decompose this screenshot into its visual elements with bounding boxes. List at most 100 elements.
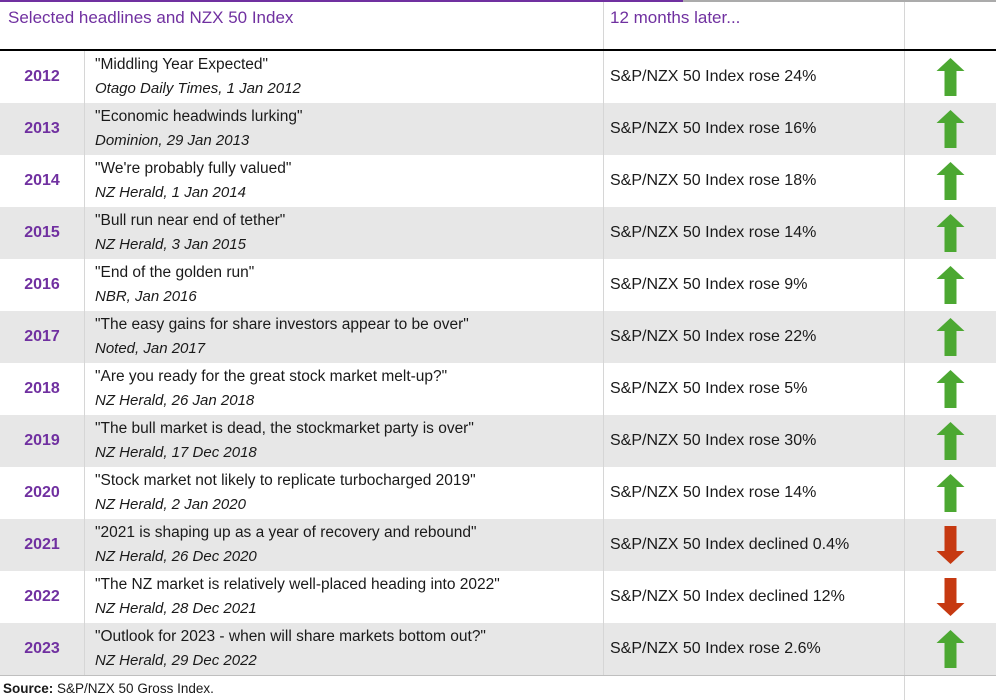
index-result: S&P/NZX 50 Index rose 9% xyxy=(604,259,905,311)
year-cell: 2016 xyxy=(0,259,85,311)
direction-arrow-cell xyxy=(905,155,996,207)
index-result: S&P/NZX 50 Index rose 2.6% xyxy=(604,623,905,675)
index-result: S&P/NZX 50 Index declined 12% xyxy=(604,571,905,623)
year-cell: 2017 xyxy=(0,311,85,363)
headline-cell: "2021 is shaping up as a year of recover… xyxy=(85,519,604,571)
headline-cell: "The NZ market is relatively well-placed… xyxy=(85,571,604,623)
top-border xyxy=(0,0,996,2)
headline-cell: "Bull run near end of tether" NZ Herald,… xyxy=(85,207,604,259)
index-result: S&P/NZX 50 Index rose 14% xyxy=(604,467,905,519)
year-cell: 2023 xyxy=(0,623,85,675)
direction-arrow-cell xyxy=(905,207,996,259)
headline-quote: "2021 is shaping up as a year of recover… xyxy=(95,524,477,541)
index-result: S&P/NZX 50 Index rose 22% xyxy=(604,311,905,363)
headline-source: NZ Herald, 29 Dec 2022 xyxy=(95,652,257,669)
direction-arrow-icon xyxy=(936,474,965,512)
header-cell-12-months-later: 12 months later... xyxy=(604,0,905,49)
direction-arrow-icon xyxy=(936,266,965,304)
headline-source: NZ Herald, 3 Jan 2015 xyxy=(95,236,246,253)
year-cell: 2012 xyxy=(0,51,85,103)
headline-source: NBR, Jan 2016 xyxy=(95,288,197,305)
headline-cell: "The bull market is dead, the stockmarke… xyxy=(85,415,604,467)
direction-arrow-cell xyxy=(905,571,996,623)
headline-cell: "Are you ready for the great stock marke… xyxy=(85,363,604,415)
direction-arrow-cell xyxy=(905,259,996,311)
headline-quote: "End of the golden run" xyxy=(95,264,255,281)
year-cell: 2013 xyxy=(0,103,85,155)
table-row: 2022 "The NZ market is relatively well-p… xyxy=(0,571,996,623)
direction-arrow-icon xyxy=(936,578,965,616)
footer: Source: S&P/NZX 50 Gross Index. xyxy=(0,675,996,700)
direction-arrow-cell xyxy=(905,103,996,155)
headline-quote: "The easy gains for share investors appe… xyxy=(95,316,469,333)
table-row: 2023 "Outlook for 2023 - when will share… xyxy=(0,623,996,675)
year-cell: 2014 xyxy=(0,155,85,207)
headline-quote: "The NZ market is relatively well-placed… xyxy=(95,576,500,593)
headline-cell: "End of the golden run" NBR, Jan 2016 xyxy=(85,259,604,311)
footer-arrow-column-cell xyxy=(905,676,996,700)
direction-arrow-cell xyxy=(905,51,996,103)
right-header-title: 12 months later... xyxy=(610,8,741,27)
index-result: S&P/NZX 50 Index rose 24% xyxy=(604,51,905,103)
headline-quote: "The bull market is dead, the stockmarke… xyxy=(95,420,474,437)
direction-arrow-icon xyxy=(936,162,965,200)
table-row: 2012 "Middling Year Expected" Otago Dail… xyxy=(0,51,996,103)
direction-arrow-cell xyxy=(905,363,996,415)
header-cell-arrow-column xyxy=(905,0,996,49)
table-body: 2012 "Middling Year Expected" Otago Dail… xyxy=(0,51,996,675)
headline-source: NZ Herald, 2 Jan 2020 xyxy=(95,496,246,513)
table-row: 2014 "We're probably fully valued" NZ He… xyxy=(0,155,996,207)
headline-quote: "Are you ready for the great stock marke… xyxy=(95,368,448,385)
table-row: 2013 "Economic headwinds lurking" Domini… xyxy=(0,103,996,155)
index-result: S&P/NZX 50 Index rose 18% xyxy=(604,155,905,207)
table-header: Selected headlines and NZX 50 Index 12 m… xyxy=(0,0,996,49)
index-result: S&P/NZX 50 Index declined 0.4% xyxy=(604,519,905,571)
left-header-title: Selected headlines and NZX 50 Index xyxy=(8,8,294,27)
headline-cell: "We're probably fully valued" NZ Herald,… xyxy=(85,155,604,207)
direction-arrow-cell xyxy=(905,415,996,467)
year-cell: 2020 xyxy=(0,467,85,519)
year-cell: 2018 xyxy=(0,363,85,415)
headline-quote: "Bull run near end of tether" xyxy=(95,212,286,229)
headline-quote: "Middling Year Expected" xyxy=(95,56,269,73)
table-row: 2021 "2021 is shaping up as a year of re… xyxy=(0,519,996,571)
headline-source: NZ Herald, 26 Dec 2020 xyxy=(95,548,257,565)
table-row: 2018 "Are you ready for the great stock … xyxy=(0,363,996,415)
headline-source: NZ Herald, 26 Jan 2018 xyxy=(95,392,255,409)
direction-arrow-icon xyxy=(936,318,965,356)
headline-source: Dominion, 29 Jan 2013 xyxy=(95,132,250,149)
headline-quote: "We're probably fully valued" xyxy=(95,160,292,177)
direction-arrow-cell xyxy=(905,467,996,519)
table-row: 2019 "The bull market is dead, the stock… xyxy=(0,415,996,467)
headline-cell: "The easy gains for share investors appe… xyxy=(85,311,604,363)
headline-cell: "Middling Year Expected" Otago Daily Tim… xyxy=(85,51,604,103)
year-cell: 2019 xyxy=(0,415,85,467)
top-border-gray-segment xyxy=(683,0,996,2)
index-result: S&P/NZX 50 Index rose 30% xyxy=(604,415,905,467)
headline-quote: "Economic headwinds lurking" xyxy=(95,108,303,125)
header-cell-headlines: Selected headlines and NZX 50 Index xyxy=(0,0,604,49)
headline-source: Otago Daily Times, 1 Jan 2012 xyxy=(95,80,301,97)
table-row: 2015 "Bull run near end of tether" NZ He… xyxy=(0,207,996,259)
year-cell: 2015 xyxy=(0,207,85,259)
headline-cell: "Outlook for 2023 - when will share mark… xyxy=(85,623,604,675)
table-row: 2016 "End of the golden run" NBR, Jan 20… xyxy=(0,259,996,311)
source-text: S&P/NZX 50 Gross Index. xyxy=(57,681,214,696)
year-cell: 2021 xyxy=(0,519,85,571)
table-row: 2017 "The easy gains for share investors… xyxy=(0,311,996,363)
headline-quote: "Outlook for 2023 - when will share mark… xyxy=(95,628,486,645)
index-result: S&P/NZX 50 Index rose 16% xyxy=(604,103,905,155)
headline-source: NZ Herald, 17 Dec 2018 xyxy=(95,444,257,461)
direction-arrow-icon xyxy=(936,526,965,564)
direction-arrow-cell xyxy=(905,623,996,675)
headline-source: NZ Herald, 28 Dec 2021 xyxy=(95,600,257,617)
headline-quote: "Stock market not likely to replicate tu… xyxy=(95,472,476,489)
index-result: S&P/NZX 50 Index rose 14% xyxy=(604,207,905,259)
source-note: Source: S&P/NZX 50 Gross Index. xyxy=(0,676,905,700)
table-row: 2020 "Stock market not likely to replica… xyxy=(0,467,996,519)
year-cell: 2022 xyxy=(0,571,85,623)
direction-arrow-icon xyxy=(936,58,965,96)
direction-arrow-icon xyxy=(936,110,965,148)
top-border-purple-segment xyxy=(0,0,683,2)
